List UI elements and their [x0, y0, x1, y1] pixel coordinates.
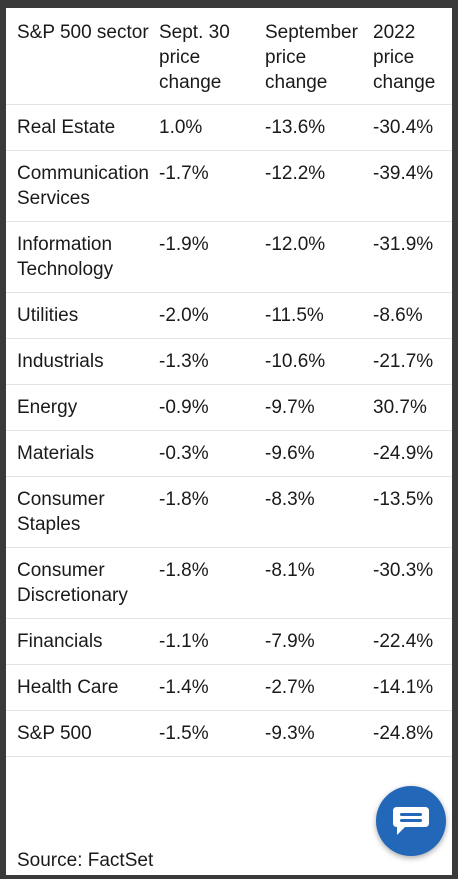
left-border: [0, 0, 6, 879]
cell-sept30: -1.3%: [153, 338, 256, 385]
table-row: Information Technology -1.9% -12.0% -31.9%: [6, 221, 452, 293]
cell-sept30: 1.0%: [153, 104, 256, 151]
cell-2022: -13.5%: [365, 476, 452, 548]
table-row: S&P 500 -1.5% -9.3% -24.8%: [6, 710, 452, 757]
top-border: [0, 0, 458, 8]
cell-sector: Energy: [6, 384, 153, 431]
header-sector: S&P 500 sector: [6, 8, 153, 105]
cell-sector: Health Care: [6, 664, 153, 711]
table-row: Energy -0.9% -9.7% 30.7%: [6, 384, 452, 431]
cell-sept30: -1.5%: [153, 710, 256, 757]
table-row: Communication Services -1.7% -12.2% -39.4%: [6, 150, 452, 222]
cell-september: -7.9%: [256, 618, 365, 665]
cell-2022: -8.6%: [365, 292, 452, 339]
cell-september: -10.6%: [256, 338, 365, 385]
cell-sector: Information Technology: [6, 221, 153, 293]
header-2022: 2022 price change: [365, 8, 452, 105]
table-row: Consumer Discretionary -1.8% -8.1% -30.3%: [6, 547, 452, 619]
table-row: Consumer Staples -1.8% -8.3% -13.5%: [6, 476, 452, 548]
cell-sept30: -1.8%: [153, 547, 256, 619]
cell-sept30: -1.9%: [153, 221, 256, 293]
cell-sector: Materials: [6, 430, 153, 477]
table-row: Financials -1.1% -7.9% -22.4%: [6, 618, 452, 665]
cell-2022: -21.7%: [365, 338, 452, 385]
table-header-row: S&P 500 sector Sept. 30 price change Sep…: [6, 8, 452, 105]
cell-sector: Real Estate: [6, 104, 153, 151]
cell-september: -8.3%: [256, 476, 365, 548]
table-row: Utilities -2.0% -11.5% -8.6%: [6, 292, 452, 339]
cell-2022: -24.9%: [365, 430, 452, 477]
source-note: Source: FactSet: [17, 850, 154, 871]
cell-2022: -30.4%: [365, 104, 452, 151]
table-row: Industrials -1.3% -10.6% -21.7%: [6, 338, 452, 385]
cell-sept30: -1.8%: [153, 476, 256, 548]
cell-sector: Consumer Staples: [6, 476, 153, 548]
table-body: Real Estate 1.0% -13.6% -30.4% Communication…: [6, 104, 452, 757]
cell-sector: Communication Services: [6, 150, 153, 222]
chat-button[interactable]: [376, 786, 446, 856]
cell-september: -9.3%: [256, 710, 365, 757]
cell-2022: -31.9%: [365, 221, 452, 293]
cell-sector: S&P 500: [6, 710, 153, 757]
cell-september: -9.6%: [256, 430, 365, 477]
cell-september: -8.1%: [256, 547, 365, 619]
bottom-border: [6, 875, 452, 879]
cell-2022: -22.4%: [365, 618, 452, 665]
cell-2022: -30.3%: [365, 547, 452, 619]
cell-september: -13.6%: [256, 104, 365, 151]
cell-sept30: -0.9%: [153, 384, 256, 431]
cell-sept30: -2.0%: [153, 292, 256, 339]
cell-sept30: -1.1%: [153, 618, 256, 665]
chat-bubble-icon: [393, 807, 429, 835]
cell-2022: 30.7%: [365, 384, 452, 431]
cell-september: -11.5%: [256, 292, 365, 339]
table-row: Materials -0.3% -9.6% -24.9%: [6, 430, 452, 477]
cell-sept30: -1.4%: [153, 664, 256, 711]
cell-sept30: -0.3%: [153, 430, 256, 477]
header-sept30: Sept. 30 price change: [153, 8, 256, 105]
cell-sector: Consumer Discretionary: [6, 547, 153, 619]
cell-sector: Industrials: [6, 338, 153, 385]
cell-september: -12.2%: [256, 150, 365, 222]
cell-sept30: -1.7%: [153, 150, 256, 222]
cell-2022: -24.8%: [365, 710, 452, 757]
cell-september: -12.0%: [256, 221, 365, 293]
table-row: Real Estate 1.0% -13.6% -30.4%: [6, 104, 452, 151]
cell-sector: Financials: [6, 618, 153, 665]
cell-2022: -39.4%: [365, 150, 452, 222]
cell-september: -2.7%: [256, 664, 365, 711]
header-september: September price change: [256, 8, 365, 105]
cell-sector: Utilities: [6, 292, 153, 339]
right-border: [452, 0, 458, 879]
table-row: Health Care -1.4% -2.7% -14.1%: [6, 664, 452, 711]
cell-2022: -14.1%: [365, 664, 452, 711]
cell-september: -9.7%: [256, 384, 365, 431]
sector-price-change-table: S&P 500 sector Sept. 30 price change Sep…: [6, 8, 452, 757]
